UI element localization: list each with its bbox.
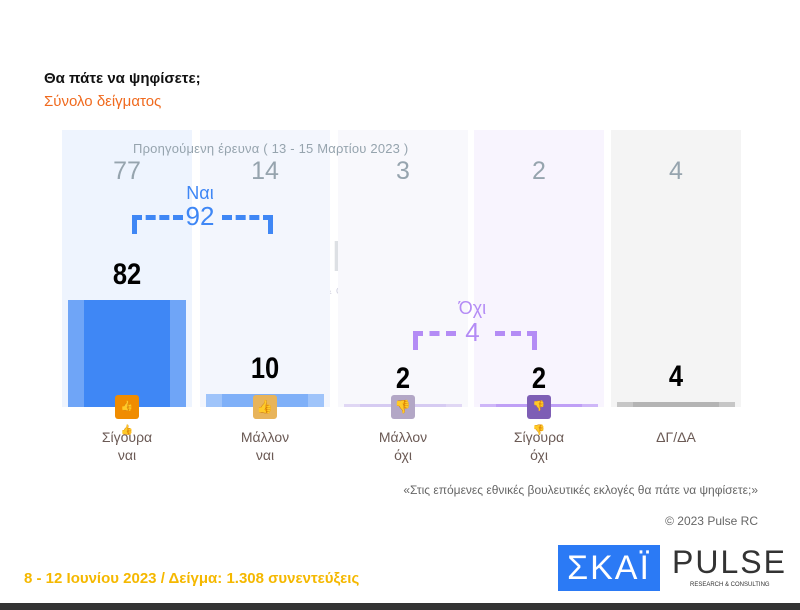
column-panel [611, 130, 741, 407]
category-label-line: όχι [530, 447, 548, 463]
survey-footer: 8 - 12 Ιουνίου 2023 / Δείγμα: 1.308 συνε… [24, 570, 360, 587]
category-label-line: ΔΓ/ΔΑ [656, 429, 696, 445]
bar [68, 300, 186, 407]
column-panel [474, 130, 604, 407]
chart-title: Θα πάτε να ψηφίσετε; [44, 70, 201, 87]
column-panel [338, 130, 468, 407]
question-text: «Στις επόμενες εθνικές βουλευτικές εκλογ… [403, 483, 758, 497]
group-label: Ναι [186, 183, 214, 203]
bar-value-label: 2 [531, 362, 547, 395]
thumbs-up-double-icon: 👍👍 [115, 395, 139, 436]
group-value: 4 [465, 317, 480, 347]
thumbs-down-double-icon: 👎👎 [527, 395, 551, 436]
previous-value: 3 [396, 157, 410, 185]
bar [617, 401, 735, 407]
column-panel [200, 130, 330, 407]
previous-value: 2 [532, 157, 546, 185]
previous-value: 4 [669, 157, 683, 185]
bar-value-label: 10 [250, 352, 280, 385]
pulse-logo: PULSE [672, 544, 787, 580]
previous-value: 14 [251, 157, 279, 185]
bar-value-label: 82 [112, 258, 142, 292]
bar-value-label: 2 [395, 362, 411, 395]
category-label-line: όχι [394, 447, 412, 463]
group-bracket-left [132, 215, 183, 234]
skai-logo: ΣΚΑΪ [558, 545, 660, 591]
category-label: Σίγουραόχι [474, 428, 604, 464]
category-label-line: ναι [117, 447, 137, 463]
category-label-line: Σίγουρα [474, 428, 604, 446]
pulse-watermark-sub: RESEARCH & CONSULTING [264, 286, 405, 296]
group-value: 92 [185, 201, 215, 231]
bar-value-label: 4 [668, 359, 684, 393]
category-label-line: Μάλλον [378, 429, 428, 445]
category-label: Μάλλον όχι [338, 428, 468, 464]
category-label-line [611, 446, 741, 464]
previous-survey-label: Προηγούμενη έρευνα ( 13 - 15 Μαρτίου 202… [133, 141, 409, 156]
category-label-line: ναι [255, 447, 275, 463]
category-label-line: Μάλλον [240, 429, 290, 445]
thumbs-down-icon: 👎 [391, 395, 415, 419]
group-bracket-left [413, 331, 456, 350]
bottom-strip [0, 603, 800, 610]
group-bracket-right [494, 331, 537, 350]
copyright: © 2023 Pulse RC [665, 514, 758, 528]
chart-subtitle: Σύνολο δείγματος [44, 93, 162, 110]
thumbs-up-icon: 👍 [253, 395, 277, 419]
category-label: Μάλλον ναι [200, 428, 330, 464]
pulse-logo-sub: RESEARCH & CONSULTING [690, 582, 770, 588]
group-bracket-right [222, 215, 273, 234]
category-label: ΔΓ/ΔΑ [611, 428, 741, 464]
category-label: Σίγουραναι [62, 428, 192, 464]
previous-value: 77 [113, 157, 141, 185]
group-label: Όχι [458, 298, 487, 318]
category-label-line: Σίγουρα [62, 428, 192, 446]
